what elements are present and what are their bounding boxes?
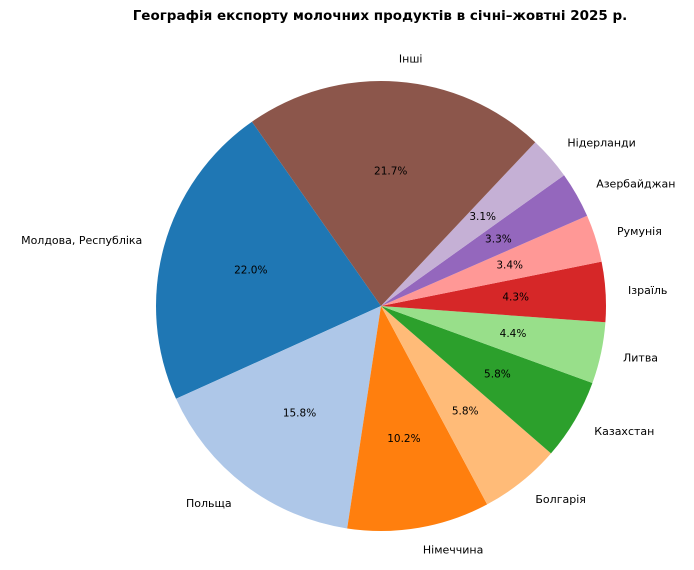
- pie-slice-інші: [251, 81, 536, 306]
- slice-label-литва: Литва: [623, 351, 658, 364]
- pie-slice-німеччина: [347, 306, 488, 531]
- slice-label-німеччина: Німеччина: [423, 543, 483, 556]
- pct-label-молдова-республіка: 22.0%: [234, 264, 267, 276]
- slice-label-польща: Польща: [186, 497, 232, 510]
- slice-label-молдова-республіка: Молдова, Республіка: [21, 234, 142, 247]
- pct-label-нідерланди: 3.1%: [469, 211, 496, 223]
- pie-slice-литва: [381, 306, 606, 383]
- pie-slice-нідерланди: [381, 142, 565, 306]
- pct-label-казахстан: 5.8%: [484, 369, 511, 381]
- pie-slice-польща: [176, 306, 381, 529]
- slice-label-ізраїль: Ізраїль: [628, 284, 667, 297]
- slice-label-нідерланди: Нідерланди: [567, 137, 635, 150]
- pct-label-польща: 15.8%: [283, 408, 316, 420]
- pct-label-інші: 21.7%: [374, 165, 407, 177]
- pie-slice-казахстан: [381, 306, 593, 454]
- pct-label-азербайджан: 3.3%: [485, 233, 512, 245]
- slice-label-казахстан: Казахстан: [594, 425, 654, 438]
- slice-label-болгарія: Болгарія: [535, 493, 585, 506]
- slice-label-інші: Інші: [399, 53, 423, 66]
- pct-label-румунія: 3.4%: [496, 259, 523, 271]
- pct-label-ізраїль: 4.3%: [502, 292, 529, 304]
- pie-slice-ізраїль: [381, 261, 606, 323]
- pie-slice-болгарія: [381, 306, 551, 505]
- chart-title: Географія експорту молочних продуктів в …: [132, 8, 628, 24]
- pie-labels: 22.0% Молдова, Республіка 15.8% Польща 10.2%…: [21, 53, 675, 557]
- pct-label-литва: 4.4%: [500, 328, 527, 340]
- pct-label-болгарія: 5.8%: [452, 406, 479, 418]
- slice-label-румунія: Румунія: [617, 225, 662, 238]
- pie-slice-румунія: [381, 215, 602, 306]
- pct-label-німеччина: 10.2%: [387, 433, 420, 445]
- pie-slice-молдова-республіка: [156, 121, 381, 399]
- pie-slices: [156, 81, 606, 531]
- pie-slice-азербайджан: [381, 175, 588, 306]
- slice-label-азербайджан: Азербайджан: [596, 177, 675, 190]
